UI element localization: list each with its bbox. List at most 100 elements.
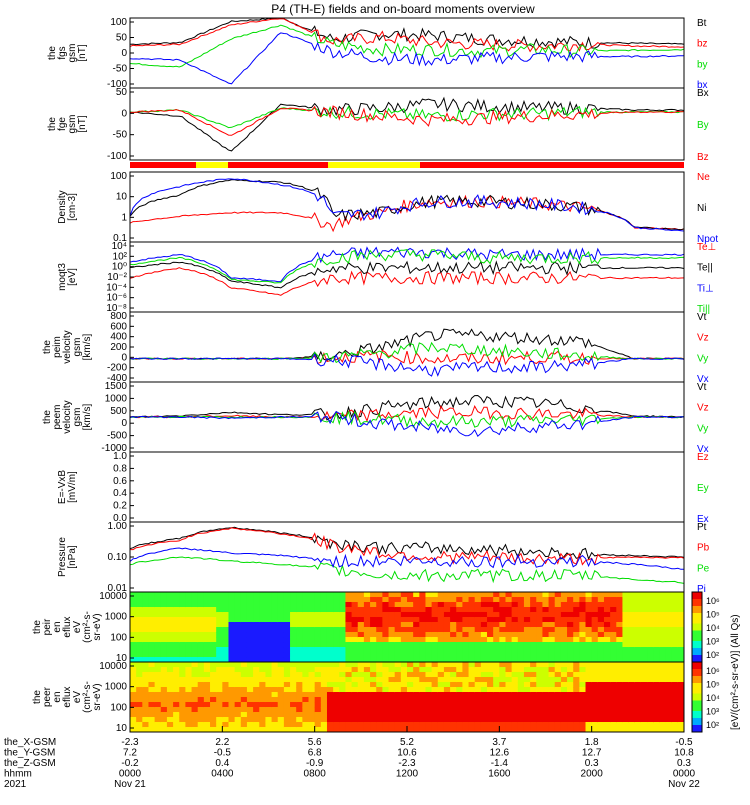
spectrogram-cell [166,682,174,688]
spectrogram-cell [450,647,457,653]
spectrogram-cell [210,662,217,668]
spectrogram-cell [339,712,346,718]
spectrogram-cell [548,672,556,678]
spectrogram-cell [462,692,470,698]
spectrogram-cell [160,607,168,613]
spectrogram-cell [499,667,506,673]
spectrogram-cell [659,627,667,633]
spectrogram-cell [628,612,636,618]
spectrogram-cell [437,677,445,683]
spectrogram-cell [548,592,556,598]
spectrogram-cell [259,652,266,658]
spectrogram-cell [265,707,273,713]
spectrogram-cell [339,592,346,598]
y-tick-label: 600 [110,321,127,332]
y-tick-label: 10 [116,723,128,734]
spectrogram-cell [216,607,223,613]
colorbar-cell [692,686,702,691]
spectrogram-cell [130,662,137,668]
spectrogram-cell [499,602,506,608]
spectrogram-cell [425,687,433,693]
spectrogram-cell [677,697,685,703]
legend-label: Pi [697,584,706,595]
spectrogram-cell [585,617,593,623]
spectrogram-cell [160,687,168,693]
spectrogram-cell [345,707,353,713]
spectrogram-cell [148,617,156,623]
spectrogram-cell [480,712,488,718]
spectrogram-cell [394,597,402,603]
spectrogram-cell [363,617,371,623]
legend-label: Vy [697,353,708,364]
spectrogram-cell [142,707,149,713]
spectrogram-cell [382,647,390,653]
spectrogram-cell [271,727,279,733]
spectrogram-cell [462,682,470,688]
spectrogram-cell [210,702,217,708]
spectrogram-cell [357,592,365,598]
spectrogram-cell [136,672,143,678]
spectrogram-cell [400,712,408,718]
spectrogram-cell [603,667,611,673]
colorbar-tick-label: 10² [706,720,719,730]
spectrogram-cell [382,677,390,683]
spectrogram-cell [653,647,660,653]
spectrogram-cell [542,692,550,698]
spectrogram-cell [388,672,396,678]
spectrogram-cell [185,662,193,668]
y-axis-label-line: [km/s] [82,403,93,430]
spectrogram-cell [222,597,229,603]
spectrogram-cell [333,592,340,598]
spectrogram-cell [603,727,611,733]
spectrogram-cell [173,637,180,643]
spectrogram-cell [166,637,174,643]
spectrogram-cell [462,657,470,663]
spectrogram-cell [265,652,273,658]
spectrogram-cell [314,662,322,668]
colorbar-cell [692,690,702,694]
spectrogram-cell [314,627,322,633]
y-axis-label-line: sr-eV) [92,683,103,710]
spectrogram-cell [560,657,568,663]
spectrogram-cell [351,617,359,623]
spectrogram-cell [505,647,513,653]
spectrogram-cell [216,627,223,633]
spectrogram-cell [376,612,383,618]
spectrogram-cell [450,612,457,618]
spectrogram-cell [610,707,617,713]
spectrogram-cell [345,722,353,728]
spectrogram-cell [173,707,180,713]
spectrogram-cell [431,617,439,623]
colorbar-cell [692,609,702,614]
spectrogram-cell [400,667,408,673]
legend-label: By [697,120,709,131]
spectrogram-cell [345,642,353,648]
spectrogram-cell [148,712,156,718]
spectrogram-cell [382,637,390,643]
spectrogram-cell [634,622,642,628]
spectrogram-cell [628,607,636,613]
spectrogram-cell [259,727,266,733]
spectrogram-cell [591,592,599,598]
spectrogram-cell [554,662,562,668]
spectrogram-cell [456,677,463,683]
spectrogram-cell [431,592,439,598]
spectrogram-cell [394,717,402,723]
spectrogram-cell [142,672,149,678]
spectrogram-cell [314,697,322,703]
spectrogram-cell [302,667,310,673]
spectrogram-cell [530,607,537,613]
spectrogram-cell [210,627,217,633]
spectrogram-cell [413,627,420,633]
spectrogram-cell [302,712,310,718]
spectrogram-cell [431,677,439,683]
spectrogram-cell [567,727,574,733]
spectrogram-cell [665,602,673,608]
spectrogram-cell [370,612,377,618]
spectrogram-cell [480,672,488,678]
spectrogram-cell [628,662,636,668]
spectrogram-cell [653,607,660,613]
spectrogram-cell [548,702,556,708]
spectrogram-cell [450,657,457,663]
y-axis-label-line: [nPa] [67,545,78,569]
